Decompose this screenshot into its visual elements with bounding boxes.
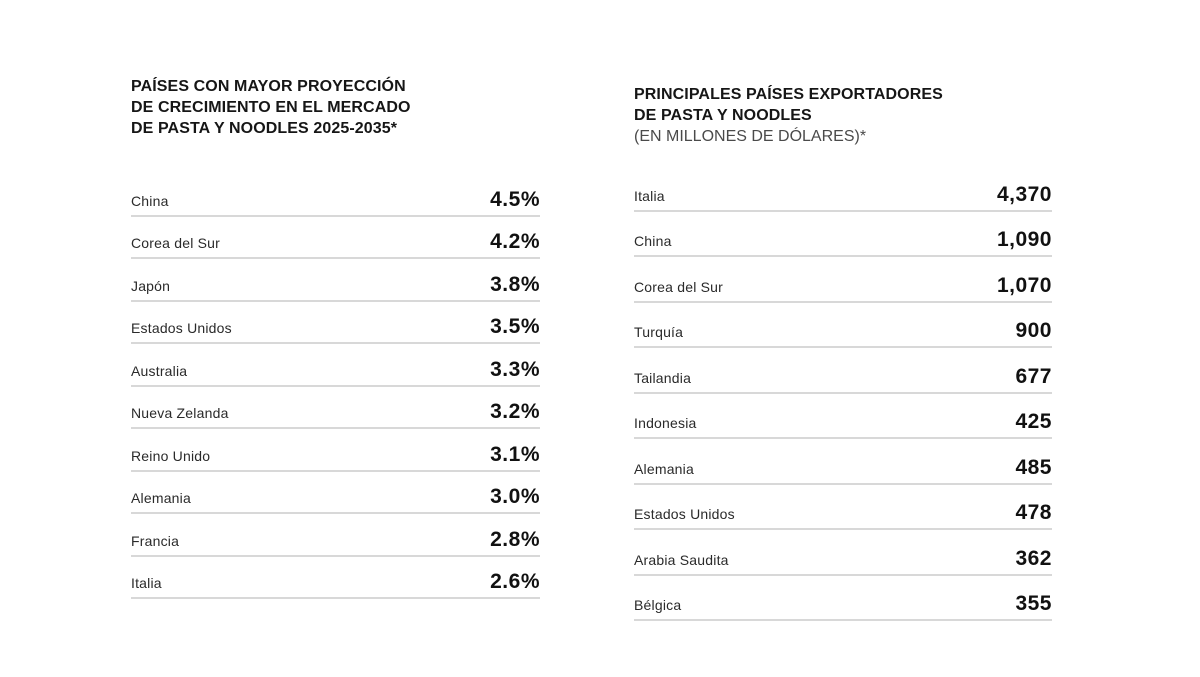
growth-rate: 3.0% — [490, 485, 540, 508]
exporters-table-rows: Italia 4,370 China 1,090 Corea del Sur 1,07… — [634, 166, 1052, 621]
growth-title-line: DE CRECIMIENTO EN EL MERCADO — [131, 99, 411, 116]
table-row: China 1,090 — [634, 212, 1052, 257]
table-row: Bélgica 355 — [634, 576, 1052, 621]
growth-projection-table: PAÍSES CON MAYOR PROYECCIÓN DE CRECIMIEN… — [131, 76, 540, 599]
growth-rate: 3.8% — [490, 272, 540, 296]
table-row: Francia 2.8% — [131, 514, 540, 557]
export-value: 478 — [1015, 501, 1052, 524]
exporters-table-title: PRINCIPALES PAÍSES EXPORTADORES DE PASTA… — [634, 84, 1052, 126]
country-name: Reino Unido — [131, 447, 211, 464]
country-name: Australia — [131, 362, 188, 379]
growth-title-line: DE PASTA Y NOODLES 2025-2035* — [131, 120, 398, 137]
country-name: Corea del Sur — [131, 235, 220, 251]
table-row: Corea del Sur 1,070 — [634, 257, 1052, 303]
country-name: Francia — [131, 532, 180, 549]
country-name: Italia — [131, 575, 162, 591]
country-name: Turquía — [634, 324, 684, 340]
table-row: Japón 3.8% — [131, 259, 540, 302]
table-row: Italia 2.6% — [131, 557, 540, 599]
table-row: Estados Unidos 478 — [634, 485, 1052, 530]
growth-rate: 3.5% — [490, 315, 540, 338]
country-name: Italia — [634, 187, 665, 204]
table-row: Corea del Sur 4.2% — [131, 217, 540, 259]
growth-table-rows: China 4.5% Corea del Sur 4.2% Japón 3.8% Es… — [131, 174, 540, 599]
export-value: 355 — [1015, 592, 1052, 615]
exporters-table-subtitle: (EN MILLONES DE DÓLARES)* — [634, 128, 867, 145]
growth-rate: 3.2% — [490, 400, 540, 423]
growth-rate: 2.8% — [490, 527, 540, 551]
table-row: Alemania 3.0% — [131, 472, 540, 514]
table-row: Alemania 485 — [634, 439, 1052, 485]
country-name: China — [634, 233, 672, 249]
export-value: 900 — [1015, 319, 1052, 342]
country-name: Estados Unidos — [131, 320, 232, 336]
table-row: Indonesia 425 — [634, 394, 1052, 439]
exporters-title-line: PRINCIPALES PAÍSES EXPORTADORES — [634, 86, 943, 103]
country-name: Alemania — [634, 460, 694, 477]
growth-rate: 4.5% — [490, 187, 540, 211]
export-value: 1,090 — [996, 228, 1052, 251]
export-value: 362 — [1015, 546, 1052, 570]
table-row: Italia 4,370 — [634, 166, 1052, 212]
table-row: Nueva Zelanda 3.2% — [131, 387, 540, 429]
export-value: 425 — [1015, 410, 1052, 433]
table-row: Arabia Saudita 362 — [634, 530, 1052, 576]
growth-rate: 4.2% — [490, 230, 540, 253]
table-row: Turquía 900 — [634, 303, 1052, 348]
country-name: Estados Unidos — [634, 506, 735, 522]
growth-title-line: PAÍSES CON MAYOR PROYECCIÓN — [131, 78, 406, 95]
growth-table-title: PAÍSES CON MAYOR PROYECCIÓN DE CRECIMIEN… — [131, 76, 540, 139]
table-row: Tailandia 677 — [634, 348, 1052, 394]
growth-rate: 3.1% — [490, 442, 540, 466]
exporters-title-line: DE PASTA Y NOODLES — [634, 107, 812, 124]
country-name: Indonesia — [634, 415, 697, 431]
country-name: Japón — [131, 277, 171, 294]
country-name: Alemania — [131, 490, 191, 506]
country-name: China — [131, 192, 169, 209]
table-row: China 4.5% — [131, 174, 540, 217]
export-value: 677 — [1015, 364, 1052, 388]
country-name: Bélgica — [634, 597, 682, 613]
country-name: Tailandia — [634, 369, 692, 386]
exporters-table: PRINCIPALES PAÍSES EXPORTADORES DE PASTA… — [634, 84, 1052, 621]
export-value: 4,370 — [996, 182, 1052, 206]
country-name: Nueva Zelanda — [131, 405, 229, 421]
table-row: Australia 3.3% — [131, 344, 540, 387]
country-name: Corea del Sur — [634, 278, 723, 295]
country-name: Arabia Saudita — [634, 551, 729, 568]
export-value: 485 — [1015, 455, 1052, 479]
export-value: 1,070 — [996, 273, 1052, 297]
table-row: Estados Unidos 3.5% — [131, 302, 540, 344]
table-row: Reino Unido 3.1% — [131, 429, 540, 472]
growth-rate: 3.3% — [490, 357, 540, 381]
growth-rate: 2.6% — [490, 570, 540, 593]
